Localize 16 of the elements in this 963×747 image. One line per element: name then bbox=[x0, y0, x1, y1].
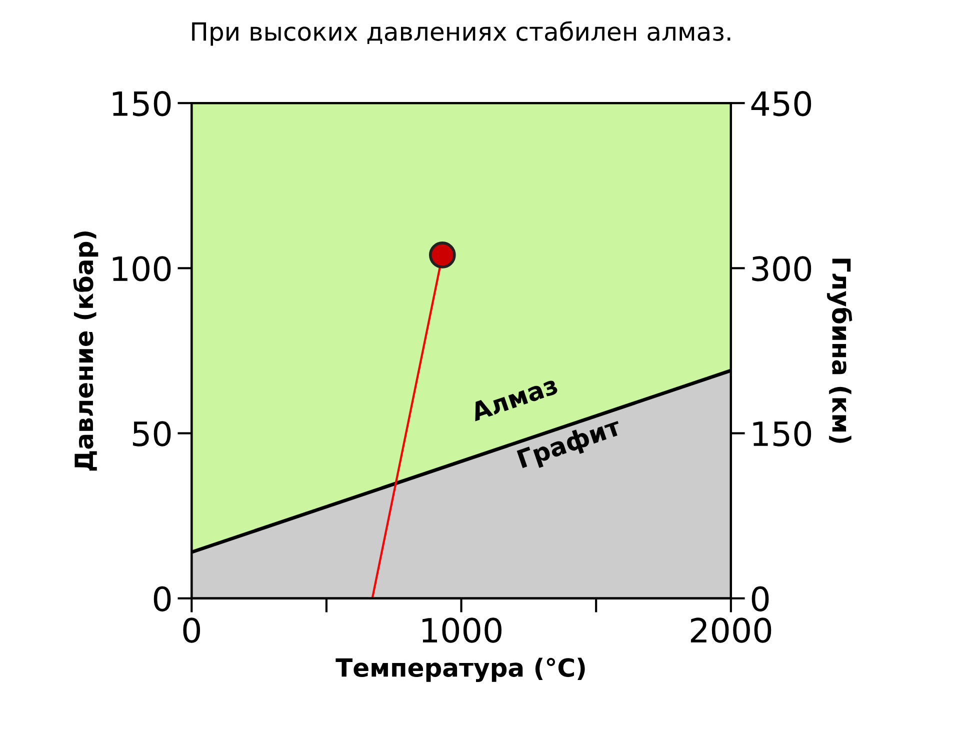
x-tick-label: 2000 bbox=[690, 618, 772, 643]
y-tick-label: 150 bbox=[112, 91, 171, 116]
x-tick-label: 0 bbox=[183, 618, 200, 643]
y-tick-label: 50 bbox=[133, 421, 171, 446]
x-tick-label: 1000 bbox=[422, 618, 502, 643]
y2-tick-label: 300 bbox=[752, 256, 812, 282]
y2-axis-title: Глубина (км) bbox=[826, 258, 852, 443]
y2-tick-label: 450 bbox=[751, 91, 812, 116]
y-axis-title: Давление (кбар) bbox=[73, 232, 98, 471]
x-axis-title: Температура (°C) bbox=[336, 658, 585, 682]
y2-tick-label: 0 bbox=[752, 586, 769, 612]
annotation: Алмаз bbox=[469, 375, 558, 422]
chart-title: При высоких давлениях стабилен алмаз. bbox=[192, 21, 730, 46]
y-tick-label: 0 bbox=[154, 586, 171, 612]
y-tick-label: 100 bbox=[112, 256, 171, 282]
y2-tick-label: 150 bbox=[753, 421, 812, 446]
